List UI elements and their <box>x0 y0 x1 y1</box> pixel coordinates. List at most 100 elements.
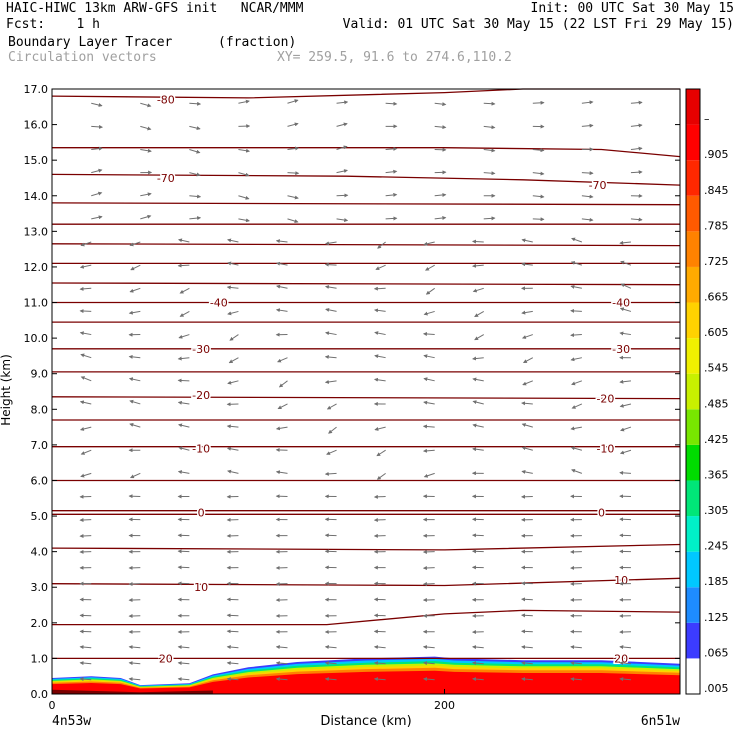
colorbar-swatch-6 <box>686 444 700 481</box>
vector-arrow-66 <box>385 216 398 221</box>
vector-arrow-95 <box>620 260 632 266</box>
vector-arrow-222 <box>373 517 386 522</box>
colorbar-swatch-2 <box>686 587 700 623</box>
colorbar-frame <box>685 88 701 695</box>
vector-arrow-46 <box>581 171 594 176</box>
vector-arrow-4 <box>287 99 299 104</box>
xy-range: XY= 259.5, 91.6 to 274.6,110.2 <box>277 50 512 65</box>
isoline-3 <box>51 202 681 206</box>
vector-arrow-174 <box>374 426 386 431</box>
vector-arrow-10 <box>581 100 594 105</box>
vector-arrow-117 <box>521 310 533 315</box>
temperature-isolines: -80 -70 -70 -40 -40 -30 -30 -20 -20 -10 -10 0 0 10 10 2… <box>51 88 681 667</box>
vector-arrow-315 <box>226 645 239 650</box>
isoline-20 <box>52 609 681 626</box>
colorbar-label-7: .425 <box>704 433 729 446</box>
vector-arrow-72 <box>80 241 92 247</box>
isoline-0 <box>51 88 680 99</box>
colorbar-label-3: .185 <box>704 575 729 588</box>
y-tick-label-9: 9.0 <box>31 368 49 381</box>
isotherm-label-14: 10 <box>614 574 628 587</box>
colorbar-label-15: .905 <box>704 148 729 161</box>
colorbar-label-10: .605 <box>704 326 729 339</box>
vector-arrow-76 <box>275 239 288 244</box>
isoline-7 <box>51 282 681 286</box>
vector-arrow-119 <box>619 307 632 312</box>
colorbar-swatch-9 <box>686 338 700 374</box>
vector-arrow-185 <box>326 449 337 455</box>
y-tick-label-16: 16.0 <box>24 119 49 132</box>
vector-arrow-178 <box>570 426 582 431</box>
vector-arrow-122 <box>178 334 190 339</box>
vector-arrow-81 <box>521 238 533 243</box>
vector-arrow-41 <box>336 169 348 174</box>
vector-arrow-20 <box>483 125 496 130</box>
vector-arrow-55 <box>434 192 447 197</box>
field-name: Boundary Layer Tracer <box>8 35 173 50</box>
vector-arrow-194 <box>177 470 190 475</box>
axes: 0.0 1.0 2.0 3.0 4.0 5.0 6.0 7.0 8.0 9.0 10.0 11.0 12… <box>24 83 680 712</box>
colorbar-label-4: .245 <box>704 540 729 553</box>
vector-arrow-163 <box>423 400 435 405</box>
vector-arrow-333 <box>521 661 533 666</box>
colorbar-swatch-7 <box>686 409 700 445</box>
vector-arrow-52 <box>287 195 299 200</box>
vector-arrow-313 <box>128 645 141 650</box>
vector-arrow-40 <box>287 171 300 176</box>
vector-arrow-79 <box>423 241 435 246</box>
vector-arrow-137 <box>324 355 337 360</box>
colorbar-swatch-10 <box>686 302 700 339</box>
vector-arrow-341 <box>324 677 337 682</box>
isoline-5 <box>51 243 681 247</box>
vector-arrow-24 <box>91 146 103 151</box>
vector-arrow-161 <box>326 403 337 410</box>
isotherm-label-13: 10 <box>194 581 208 594</box>
colorbar-label-9: .545 <box>704 362 729 375</box>
isotherm-label-0: -80 <box>157 94 175 107</box>
y-tick-label-14: 14.0 <box>24 190 49 203</box>
vector-arrow-191 <box>619 449 632 455</box>
vector-arrow-87 <box>227 261 239 266</box>
vector-arrow-61 <box>140 214 152 220</box>
vector-arrow-107 <box>620 283 632 289</box>
isotherm-label-11: 0 <box>198 507 205 520</box>
vector-arrow-118 <box>570 308 582 313</box>
vector-arrow-325 <box>128 661 141 666</box>
vector-arrow-111 <box>227 310 239 316</box>
vector-arrow-173 <box>328 426 337 434</box>
vector-arrow-160 <box>277 403 288 410</box>
isotherm-label-6: -30 <box>612 343 630 356</box>
vector-arrow-74 <box>178 238 190 243</box>
model-title: HAIC-HIWC 13km ARW-GFS init NCAR/MMM <box>6 1 304 16</box>
vector-arrow-47 <box>630 170 643 175</box>
vector-arrow-120 <box>79 331 92 336</box>
vector-arrow-35 <box>630 146 643 151</box>
y-tick-label-6: 6.0 <box>31 474 49 487</box>
colorbar-swatch-16 <box>686 89 700 125</box>
vector-arrow-148 <box>278 380 288 388</box>
isotherm-label-9: -10 <box>192 442 210 455</box>
vector-arrow-13 <box>140 125 152 131</box>
colorbar-label-0: .005 <box>704 682 729 695</box>
vector-arrow-188 <box>472 447 484 452</box>
vector-arrow-297 <box>521 613 533 618</box>
vector-arrow-158 <box>177 400 190 405</box>
vector-arrow-347 <box>619 677 631 682</box>
vector-arrow-38 <box>189 172 201 177</box>
isoline-12 <box>51 396 681 400</box>
isotherm-label-8: -20 <box>596 393 614 406</box>
y-tick-label-13: 13.0 <box>24 225 49 238</box>
vector-arrow-131 <box>619 331 632 336</box>
vector-arrow-91 <box>425 264 435 271</box>
vector-arrow-141 <box>522 357 534 364</box>
colorbar-swatch-14 <box>686 160 700 196</box>
y-tick-label-10: 10.0 <box>24 332 49 345</box>
vector-arrow-39 <box>238 172 250 177</box>
vector-arrow-328 <box>275 661 288 666</box>
vector-arrow-96 <box>79 286 92 291</box>
colorbar-label-12: .725 <box>704 255 729 268</box>
y-axis-label: Height (km) <box>0 354 13 425</box>
y-tick-label-12: 12.0 <box>24 261 49 274</box>
vector-arrow-157 <box>129 399 141 405</box>
